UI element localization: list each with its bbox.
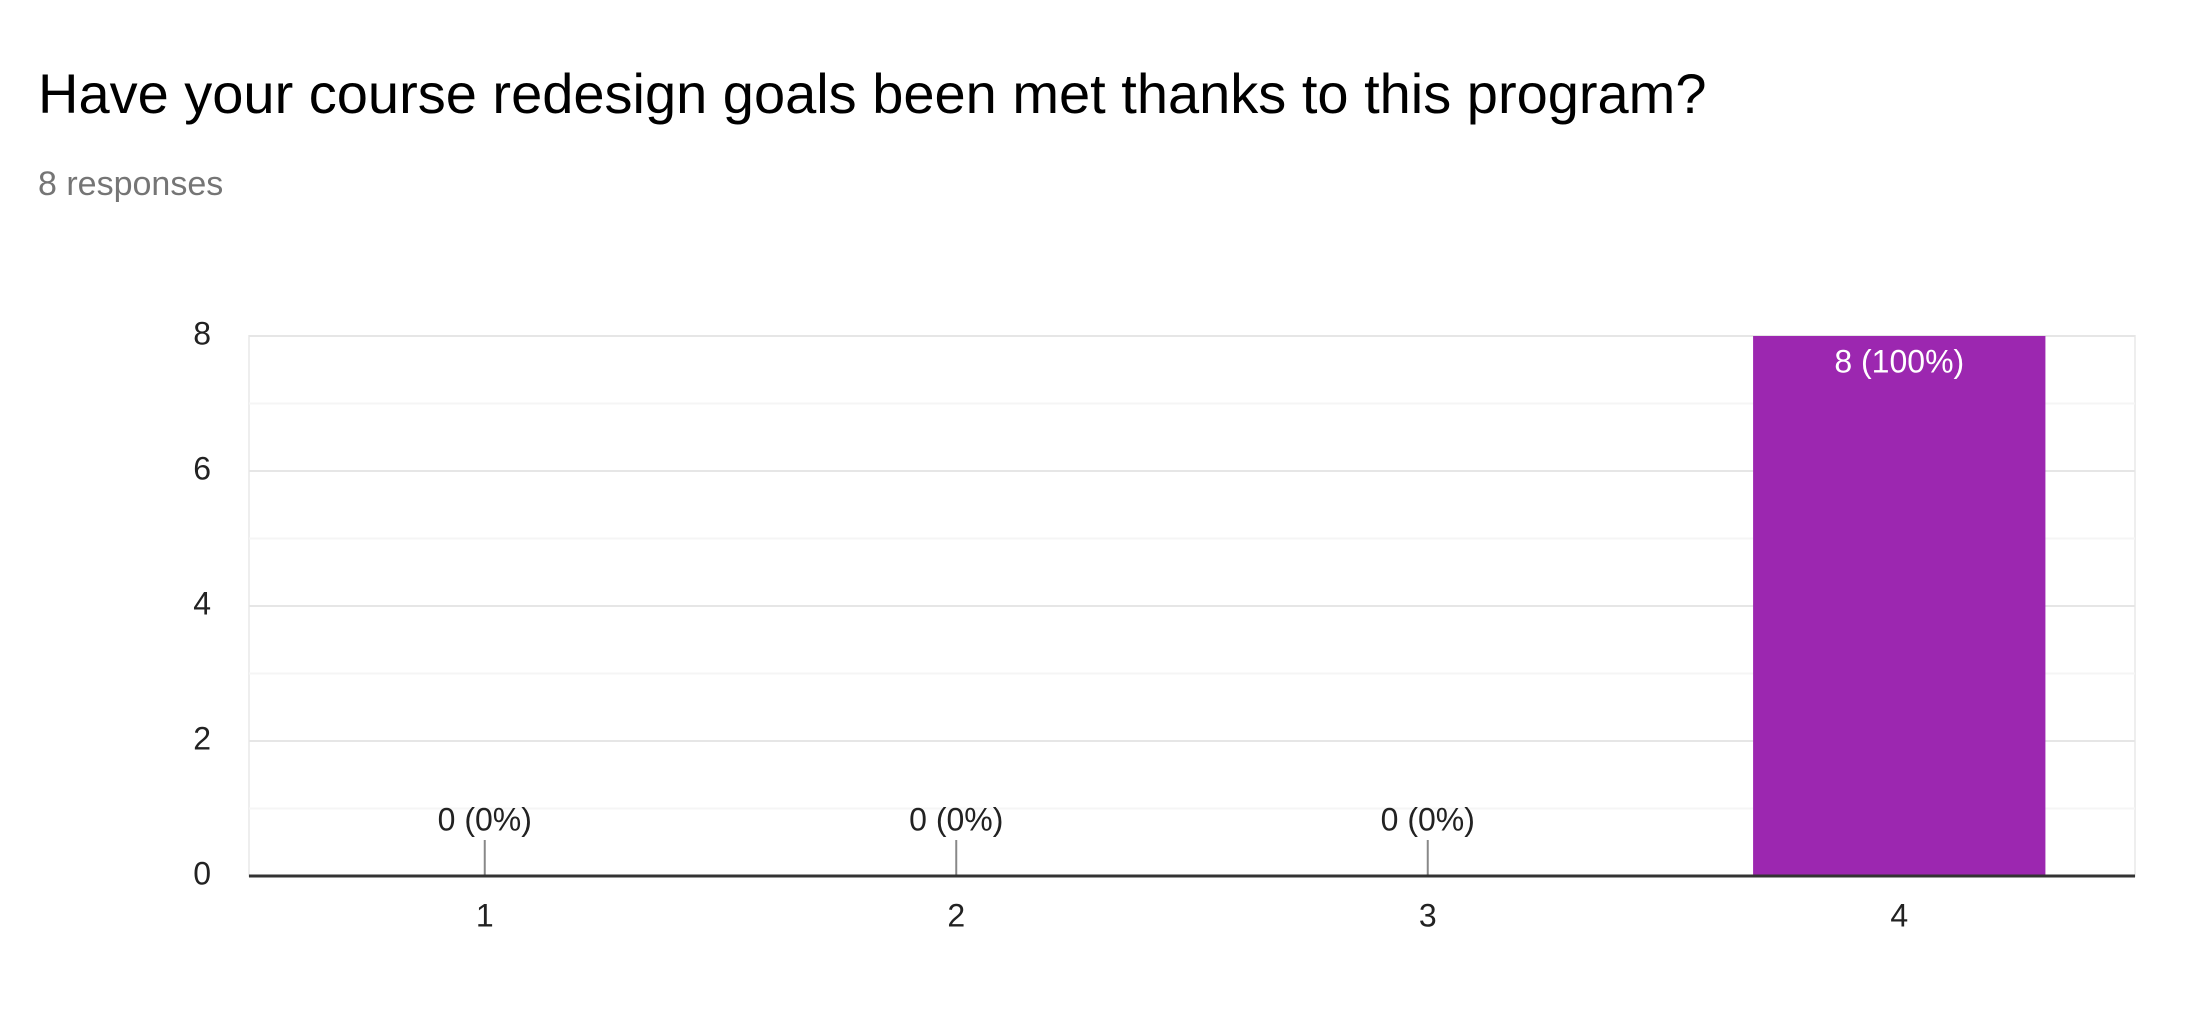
y-tick-label: 2 — [193, 720, 211, 756]
x-tick-label: 3 — [1419, 897, 1437, 933]
chart-subtitle: 8 responses — [38, 165, 223, 203]
y-tick-label: 6 — [193, 450, 211, 486]
bar — [1753, 336, 2046, 876]
data-label: 0 (0%) — [909, 801, 1003, 837]
chart-title: Have your course redesign goals been met… — [38, 62, 1706, 125]
data-label: 8 (100%) — [1834, 343, 1964, 379]
y-tick-label: 4 — [193, 585, 211, 621]
y-tick-label: 8 — [193, 315, 211, 351]
data-label: 0 (0%) — [438, 801, 532, 837]
x-tick-label: 1 — [476, 897, 494, 933]
x-tick-label: 4 — [1890, 897, 1908, 933]
data-label: 0 (0%) — [1381, 801, 1475, 837]
x-tick-label: 2 — [947, 897, 965, 933]
y-tick-label: 0 — [193, 855, 211, 891]
